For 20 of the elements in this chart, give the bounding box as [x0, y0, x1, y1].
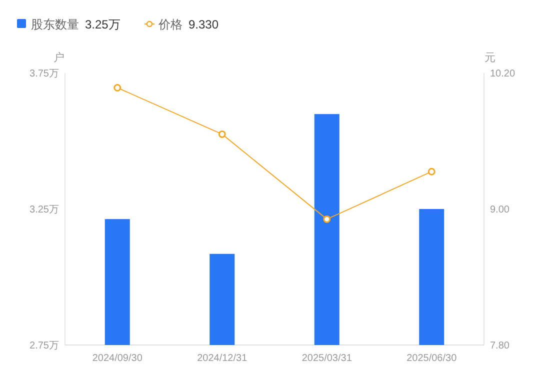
y-tick-label: 3.75万 [30, 68, 59, 80]
y2-axis-title: 元 [484, 52, 496, 64]
text: 9.330 [188, 18, 219, 32]
x-tick-label: 2024/09/30 [92, 353, 143, 364]
point [218, 130, 226, 138]
y-axis-title: 户 [54, 51, 64, 64]
x-tick-label: 2024/12/31 [197, 353, 248, 364]
point [428, 168, 436, 176]
y2-tick-label: 10.20 [490, 68, 516, 80]
point [114, 84, 122, 92]
point [323, 215, 331, 223]
y2-tick-label: 9.00 [490, 204, 510, 216]
y-tick-label: 3.25万 [30, 204, 59, 216]
x-tick-label: 2025/06/30 [406, 353, 458, 364]
y-tick-label: 2.75万 [30, 340, 59, 352]
y2-tick-label: 7.80 [490, 340, 510, 352]
legend-label: 股东数量 [31, 18, 79, 32]
legend-label: 价格 [158, 18, 182, 32]
x-tick-label: 2025/03/31 [302, 353, 352, 364]
text: 3.25万 [85, 18, 120, 32]
